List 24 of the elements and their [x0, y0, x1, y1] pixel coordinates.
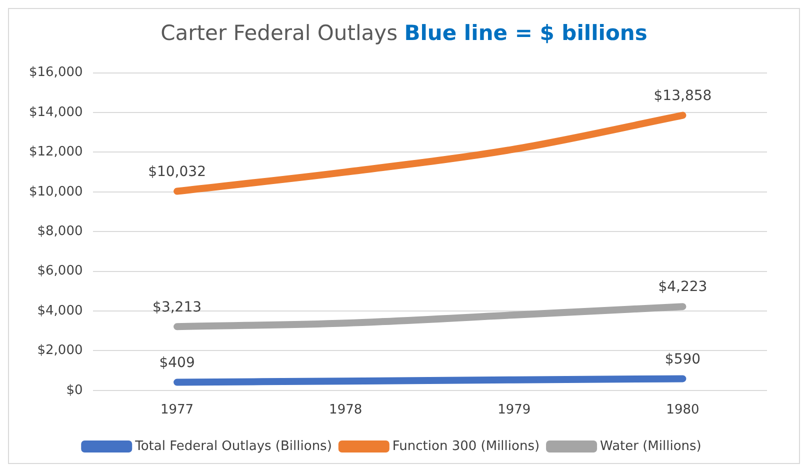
legend-label: Function 300 (Millions): [392, 438, 540, 454]
y-tick-label: $12,000: [28, 144, 83, 160]
data-label: $409: [159, 354, 195, 371]
data-label: $13,858: [654, 88, 712, 104]
data-label: $3,213: [152, 299, 202, 316]
x-tick-label: 1980: [666, 402, 700, 418]
y-tick-label: $10,000: [28, 184, 83, 200]
y-tick-label: $6,000: [37, 264, 83, 279]
y-tick-label: $8,000: [37, 224, 83, 239]
x-tick-label: 1977: [160, 402, 194, 418]
data-label: $590: [664, 351, 701, 368]
data-label: $4,223: [658, 279, 708, 296]
legend-label: Water (Millions): [600, 438, 702, 454]
y-tick-label: $16,000: [28, 65, 83, 80]
y-tick-label: $14,000: [28, 104, 83, 120]
y-tick-label: $4,000: [37, 303, 83, 318]
y-tick-label: $2,000: [37, 343, 83, 358]
y-tick-label: $0: [66, 382, 83, 398]
data-label: $10,032: [148, 164, 206, 180]
legend-label: Total Federal Outlays (Billions): [134, 438, 332, 454]
chart-subtitle: Blue line = $ billions: [404, 21, 648, 45]
chart-title: Carter Federal Outlays: [160, 21, 398, 45]
x-tick-label: 1978: [329, 402, 362, 418]
x-tick-label: 1979: [498, 402, 531, 418]
